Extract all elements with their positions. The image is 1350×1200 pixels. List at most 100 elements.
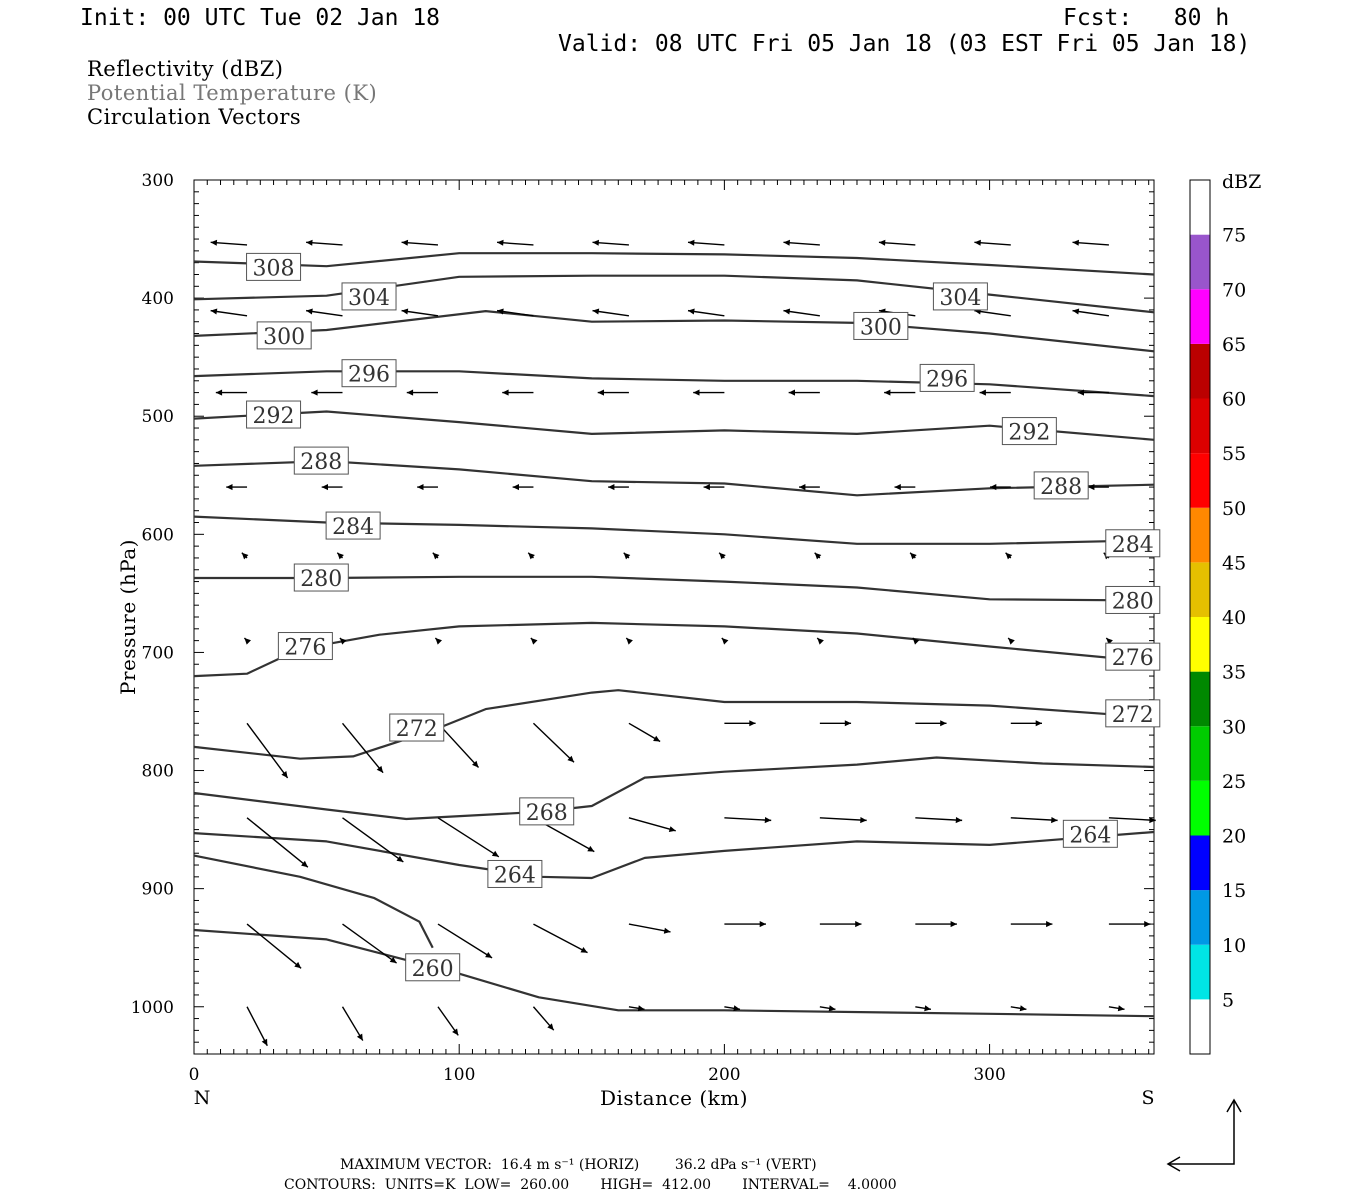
vector-head <box>940 720 947 727</box>
vector-head <box>1008 638 1015 645</box>
vector-head <box>759 921 766 928</box>
max-vector-note: MAXIMUM VECTOR: 16.4 m s⁻¹ (HORIZ) 36.2 … <box>340 1157 817 1173</box>
circulation-vector <box>724 817 772 822</box>
colorbar-swatch <box>1190 398 1210 454</box>
circulation-vector <box>437 923 493 959</box>
contour-label-box <box>932 282 988 311</box>
contour-label-box <box>256 321 312 350</box>
colorbar-level-label: 50 <box>1222 498 1246 520</box>
vector-head <box>210 239 218 246</box>
vector-head <box>950 921 957 928</box>
contour-label-box <box>293 563 349 592</box>
legend-potential-temperature: Potential Temperature (K) <box>87 81 378 105</box>
contour-label: 288 <box>300 450 342 475</box>
vector-head <box>485 952 493 958</box>
y-tick-label: 700 <box>142 643 174 663</box>
circulation-vector <box>246 722 289 779</box>
y-tick-label: 300 <box>142 171 174 191</box>
contour-label-box <box>341 282 397 311</box>
vector-head <box>497 308 504 315</box>
colorbar-swatch <box>1190 507 1210 563</box>
vector-head <box>878 239 886 246</box>
reference-arrow-head-vertical <box>1226 1098 1242 1113</box>
circulation-vector <box>628 817 676 832</box>
contour-label: 276 <box>1112 646 1154 671</box>
colorbar-frame <box>1189 179 1211 1055</box>
contour-label: 280 <box>300 567 342 592</box>
plot-frame <box>193 179 1155 1055</box>
x-tick-label: 100 <box>443 1065 475 1085</box>
theta-contour <box>193 274 1155 314</box>
vector-head <box>955 817 963 824</box>
x-tick-label: 0 <box>189 1065 200 1085</box>
vector-head <box>587 845 595 852</box>
vector-head <box>844 720 852 727</box>
vector-head <box>608 484 615 491</box>
theta-contour <box>193 928 1155 1018</box>
circulation-vector <box>819 817 867 822</box>
theta-contour <box>193 830 1155 880</box>
vector-head <box>817 638 824 645</box>
colorbar-title: dBZ <box>1222 171 1261 193</box>
vector-head <box>749 720 756 727</box>
contour-label: 300 <box>263 325 305 350</box>
vector-head <box>688 239 695 246</box>
contour-label: 276 <box>284 636 326 661</box>
vector-head <box>788 389 795 396</box>
colorbar-swatch <box>1190 562 1210 617</box>
contour-label: 268 <box>526 801 568 826</box>
theta-contour <box>193 410 1155 441</box>
colorbar-swatch <box>1190 617 1210 672</box>
contour-label-box <box>1062 819 1118 848</box>
vector-head <box>530 638 538 645</box>
contour-label: 308 <box>253 256 295 281</box>
colorbar-level-label: 15 <box>1222 880 1246 902</box>
contour-label-box <box>1001 417 1057 446</box>
contour-label: 304 <box>348 286 390 311</box>
vector-head <box>884 389 891 396</box>
reference-arrow-head-horizontal <box>1166 1156 1181 1172</box>
x-end-label-south: S <box>1141 1087 1154 1109</box>
theta-contour <box>193 756 1155 821</box>
vector-head <box>512 484 519 491</box>
vector-head <box>1072 308 1080 315</box>
theta-contour <box>193 310 1155 353</box>
vector-head <box>401 239 409 246</box>
vector-head <box>828 1005 836 1012</box>
contour-label: 280 <box>1112 589 1154 614</box>
vector-head <box>653 735 661 742</box>
colorbar-level-label: 40 <box>1222 607 1246 629</box>
vector-head <box>979 389 986 396</box>
x-end-label-north: N <box>194 1087 211 1109</box>
contour-info: CONTOURS: UNITS=K LOW= 260.00 HIGH= 412.… <box>284 1177 897 1193</box>
contour-label-box <box>853 311 909 340</box>
circulation-vector <box>341 1006 364 1041</box>
circulation-vector <box>342 817 404 863</box>
vector-head <box>894 484 901 491</box>
vector-head <box>721 638 729 645</box>
colorbar-swatch <box>1190 453 1210 508</box>
contour-label-box <box>1105 699 1161 728</box>
circulation-vector <box>246 1006 268 1047</box>
contour-label-box <box>389 713 445 742</box>
colorbar-level-label: 45 <box>1222 552 1246 574</box>
vector-head <box>799 484 806 491</box>
vector-head <box>528 552 535 560</box>
vector-head <box>301 860 308 868</box>
vector-head <box>417 484 424 491</box>
colorbar-level-label: 35 <box>1222 662 1246 684</box>
vector-head <box>215 389 223 396</box>
circulation-vector <box>1108 817 1156 822</box>
vector-head <box>502 389 509 396</box>
vector-head <box>435 638 442 645</box>
x-tick-label: 200 <box>708 1065 740 1085</box>
contour-label-box <box>519 797 575 826</box>
contour-label: 260 <box>412 957 454 982</box>
vector-head <box>472 760 479 768</box>
circulation-vector <box>246 817 309 868</box>
y-tick-label: 400 <box>142 289 174 309</box>
theta-contour <box>193 854 434 949</box>
y-tick-label: 900 <box>142 880 174 900</box>
vector-head <box>406 389 414 396</box>
